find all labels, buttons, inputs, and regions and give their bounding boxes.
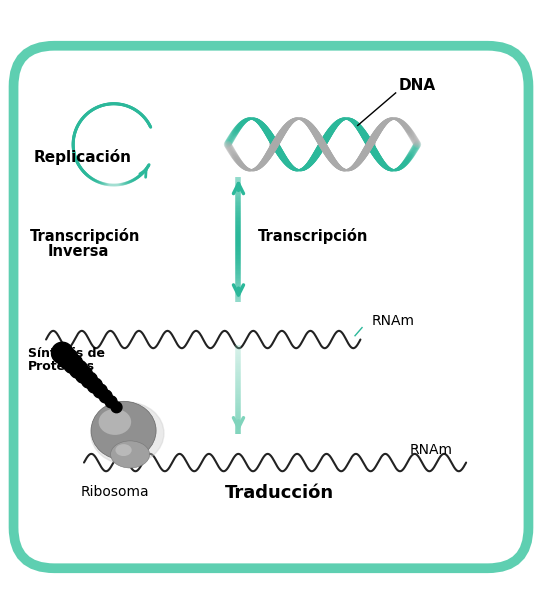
Text: Traducción: Traducción [225,484,334,502]
Ellipse shape [99,409,131,435]
Circle shape [63,354,83,374]
Text: RNAm: RNAm [371,314,414,328]
Circle shape [81,372,98,388]
Circle shape [69,360,88,379]
Circle shape [105,396,117,408]
Text: DNA: DNA [398,78,435,93]
Ellipse shape [91,402,156,460]
FancyBboxPatch shape [14,46,528,568]
Circle shape [87,378,102,393]
Circle shape [111,402,122,413]
Text: Inversa: Inversa [48,244,109,259]
Circle shape [51,342,73,364]
Ellipse shape [115,444,132,456]
Circle shape [75,366,93,383]
Circle shape [99,390,112,403]
Text: Transcripción: Transcripción [30,228,140,244]
Ellipse shape [111,441,150,468]
Text: Ribosoma: Ribosoma [80,484,149,499]
Text: Síntesis de: Síntesis de [28,347,105,360]
Text: Proteínas: Proteínas [28,360,95,373]
Circle shape [93,384,107,398]
Circle shape [57,348,78,369]
Text: Transcripción: Transcripción [257,228,368,244]
Ellipse shape [91,402,164,464]
Text: RNAm: RNAm [409,443,452,457]
Text: Replicación: Replicación [34,149,132,165]
